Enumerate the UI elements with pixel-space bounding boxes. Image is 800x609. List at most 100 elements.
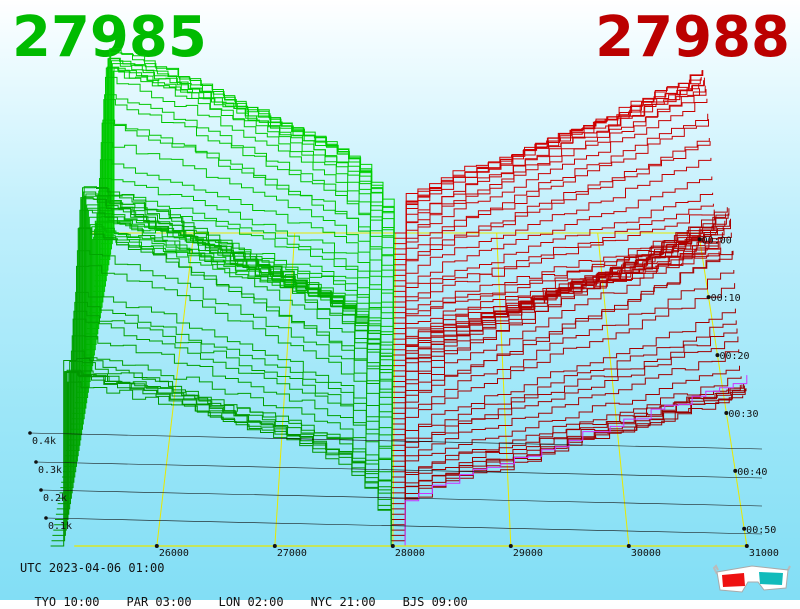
time-tick-label: 00:20 (719, 351, 749, 362)
volume-grid-0.2k (40, 489, 763, 507)
bid-depth-line-10 (94, 76, 395, 287)
time-tick-dot (742, 526, 747, 531)
ask-depth-line-49 (391, 349, 740, 494)
time-tick-dot (715, 353, 720, 358)
ask-depth-line-6 (394, 80, 705, 266)
ask-depth-line-16 (393, 176, 713, 319)
ask-depth-line-51 (391, 384, 741, 505)
ask-depth-line-53 (391, 384, 743, 515)
tz-bjs: BJS 09:00 (402, 595, 468, 609)
price-tick-label: 28000 (395, 548, 425, 559)
time-tick-dot (733, 468, 738, 473)
ask-depth-line-35 (392, 207, 728, 420)
bid-depth-line-58 (51, 371, 392, 542)
ask-depth-line-47 (392, 328, 738, 483)
tz-nyc: NYC 21:00 (310, 595, 376, 609)
price-tick-dot (508, 544, 513, 548)
bid-depth-line-43 (64, 250, 393, 462)
ask-depth-line-12 (393, 119, 709, 298)
ask-depth-line-38 (392, 220, 731, 436)
bid-depth-line-40 (67, 209, 393, 446)
bid-depth-line-14 (90, 122, 394, 308)
ask-depth-line-52 (391, 376, 742, 510)
volume-tick-label: 0.3k (38, 465, 62, 476)
grid-line-28000 (392, 232, 397, 547)
ask-depth-line-17 (393, 192, 714, 324)
bid-depth-line-0 (102, 67, 395, 234)
bid-depth-line-1 (101, 70, 395, 239)
ask-depth-line-44 (392, 283, 736, 467)
volume-tick-dot (28, 431, 32, 435)
price-tick-label: 31000 (749, 548, 779, 559)
ask-depth-line-18 (393, 203, 714, 329)
time-tick-label: 00:40 (737, 467, 767, 478)
bid-depth-line-17 (87, 178, 394, 324)
price-tick-label: 26000 (159, 548, 189, 559)
ask-depth-line-55 (391, 383, 745, 526)
grid-line-29000 (496, 232, 512, 547)
ask-depth-line-43 (392, 270, 735, 462)
ask-depth-line-50 (391, 365, 740, 499)
ask-depth-line-46 (392, 320, 737, 478)
cyan-lens (759, 572, 783, 585)
ask-depth-line-42 (392, 250, 734, 457)
ask-depth-line-40 (392, 232, 732, 446)
time-tick-label: 00:30 (728, 409, 758, 420)
ask-depth-line-15 (393, 157, 712, 314)
3d-glasses-icon[interactable] (712, 560, 792, 596)
ask-depth-line-13 (393, 138, 710, 303)
time-tick-dot (697, 237, 702, 242)
bid-depth-line-26 (79, 226, 394, 372)
price-tick-label: 29000 (513, 548, 543, 559)
bid-depth-line-42 (65, 228, 393, 457)
utc-timestamp: UTC 2023-04-06 01:00 (20, 561, 165, 575)
price-tick-label: 27000 (277, 548, 307, 559)
bid-depth-line-39 (68, 197, 393, 441)
bid-depth-line-46 (62, 301, 393, 478)
volume-grid-0.4k (29, 432, 763, 450)
volume-tick-dot (34, 460, 38, 464)
order-book-depth-chart: 0.4k 0.3k 0.2k 0.1k 26000 27000 28000 29000 3000… (28, 48, 779, 559)
ask-depth-line-2 (394, 78, 701, 245)
bid-depth-line-47 (61, 310, 393, 483)
ask-depth-line-45 (392, 308, 736, 473)
bid-depth-line-59 (50, 358, 392, 547)
price-tick-dot (626, 544, 631, 548)
bid-depth-line-49 (59, 335, 393, 494)
bid-depth-line-44 (63, 265, 393, 467)
ask-depth-line-48 (392, 336, 739, 489)
price-tick-dot (154, 544, 159, 548)
ask-depth-line-28 (393, 240, 722, 382)
ask-depth-line-5 (394, 70, 704, 260)
volume-tick-dot (39, 488, 43, 492)
ask-depth-line-59 (391, 375, 748, 547)
bid-depth-line-48 (60, 318, 393, 489)
tz-par: PAR 03:00 (126, 595, 192, 609)
price-tick-label: 30000 (631, 548, 661, 559)
ask-depth-line-14 (393, 141, 711, 308)
grid-back-plane (92, 232, 748, 547)
price-tick-dot (390, 544, 395, 548)
volume-tick-label: 0.4k (32, 436, 56, 447)
red-lens (722, 573, 745, 587)
bid-depth-line-57 (52, 371, 392, 536)
bid-depth-line-15 (89, 142, 394, 314)
grid-line-31000 (698, 232, 748, 547)
tz-tyo: TYO 10:00 (34, 595, 100, 609)
ask-depth-line-7 (394, 77, 705, 271)
bid-depth-line-12 (92, 99, 395, 298)
ask-depth-line-39 (392, 218, 731, 441)
ask-depth-line-4 (394, 70, 703, 255)
time-tick-dot (706, 295, 711, 300)
ask-depth-line-56 (391, 385, 745, 531)
bid-depth-line-52 (56, 361, 392, 510)
best-ask-price: 27988 (595, 5, 790, 70)
ask-depth-line-41 (392, 251, 733, 451)
timezone-clocks: TYO 10:00 PAR 03:00 LON 02:00 NYC 21:00 BJS … (20, 581, 495, 609)
ask-depth-line-32 (392, 220, 726, 404)
bid-depth-line-55 (54, 369, 392, 526)
volume-grid-0.3k (35, 461, 763, 479)
volume-tick-dot (44, 516, 48, 520)
bid-depth-line-18 (86, 190, 394, 329)
ask-depth-line-37 (392, 208, 730, 430)
